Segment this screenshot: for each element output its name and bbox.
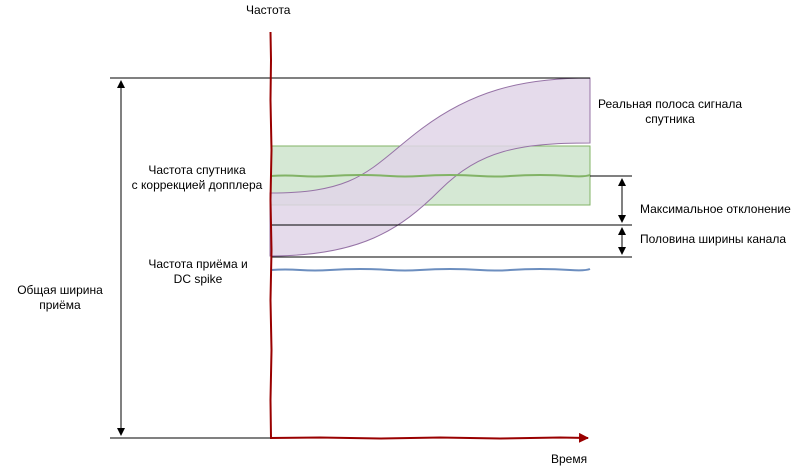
rx-frequency-label-line1: Частота приёма и xyxy=(148,257,248,271)
doppler-frequency-label-line1: Частота спутника xyxy=(148,163,246,177)
y-axis xyxy=(269,31,273,439)
satellite-band-label-line2: спутника xyxy=(645,112,695,126)
rx-frequency-label: Частота приёма и DC spike xyxy=(136,257,260,287)
satellite-signal-band xyxy=(269,77,591,257)
doppler-frequency-label-line2: с коррекцией допплера xyxy=(131,178,263,192)
x-axis xyxy=(269,432,589,443)
x-axis-label: Время xyxy=(551,452,588,466)
satellite-band-label-line1: Реальная полоса сигнала xyxy=(598,97,742,111)
satellite-band-label: Реальная полоса сигнала спутника xyxy=(592,97,748,127)
doppler-frequency-label: Частота спутника с коррекцией допплера xyxy=(124,163,270,193)
half-channel-label: Половина ширины канала xyxy=(640,232,787,246)
rx-frequency-label-line2: DC spike xyxy=(173,272,223,286)
total-width-label-line1: Общая ширина xyxy=(17,283,103,297)
max-deviation-label: Максимальное отклонение xyxy=(640,202,791,216)
rx-frequency-line xyxy=(270,267,591,272)
total-width-label-line2: приёма xyxy=(39,298,81,312)
doppler-frequency-line xyxy=(270,173,591,178)
y-axis-label: Частота xyxy=(246,3,291,17)
total-width-label: Общая ширина приёма xyxy=(8,283,112,313)
